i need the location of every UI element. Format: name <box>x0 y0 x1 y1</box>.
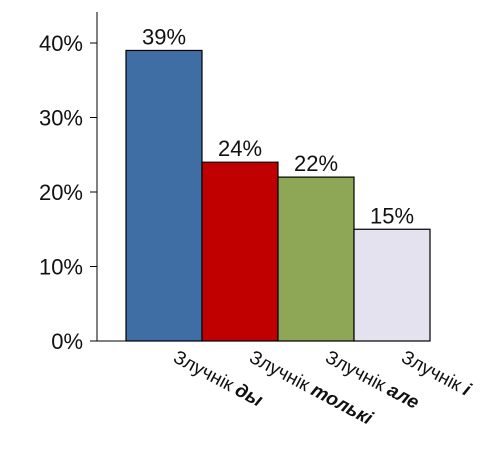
bar-1 <box>201 161 279 342</box>
category-word: але <box>383 380 422 414</box>
y-tick-label: 0% <box>51 329 83 354</box>
y-tick-label: 40% <box>39 31 83 56</box>
chart-data-labels: 39% 24% 22% 15% <box>142 24 414 228</box>
category-prefix: Злучнік <box>170 347 238 396</box>
data-label-0: 39% <box>142 24 186 49</box>
category-word: ды <box>231 380 266 412</box>
data-label-3: 15% <box>370 203 414 228</box>
bar-2 <box>277 176 355 342</box>
chart-bars <box>125 49 431 342</box>
bar-0 <box>125 49 203 342</box>
y-tick-label: 30% <box>39 106 83 131</box>
data-label-1: 24% <box>218 136 262 161</box>
data-label-2: 22% <box>294 151 338 176</box>
y-tick-label: 20% <box>39 180 83 205</box>
bar-3 <box>353 228 431 342</box>
y-tick-label: 10% <box>39 255 83 280</box>
